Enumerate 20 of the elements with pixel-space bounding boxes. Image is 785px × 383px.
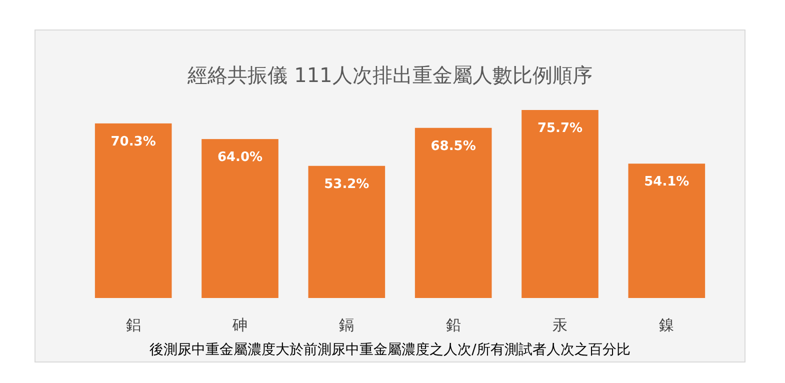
- x-tick-label: 鋁: [126, 316, 141, 334]
- data-label: 64.0%: [217, 150, 263, 166]
- data-label: 70.3%: [110, 134, 156, 150]
- x-tick-label: 汞: [552, 316, 568, 334]
- x-tick-label: 鎘: [339, 316, 354, 334]
- bar: [414, 128, 492, 298]
- data-label: 68.5%: [430, 138, 476, 154]
- bar: [308, 166, 386, 298]
- data-label: 53.2%: [324, 176, 370, 192]
- bar: [94, 123, 172, 298]
- chart-title: 經絡共振儀 111人次排出重金屬人數比例順序: [186, 63, 592, 87]
- bar: [522, 110, 598, 298]
- x-tick-label: 鉛: [446, 316, 461, 334]
- bar: [202, 139, 278, 298]
- x-axis-title: 後測尿中重金屬濃度大於前測尿中重金屬濃度之人次/所有測試者人次之百分比: [150, 342, 630, 358]
- x-tick-label: 鎳: [659, 316, 674, 334]
- x-tick-label: 砷: [232, 316, 248, 334]
- bar: [628, 164, 706, 298]
- data-label: 54.1%: [644, 174, 690, 190]
- data-label: 75.7%: [537, 121, 583, 136]
